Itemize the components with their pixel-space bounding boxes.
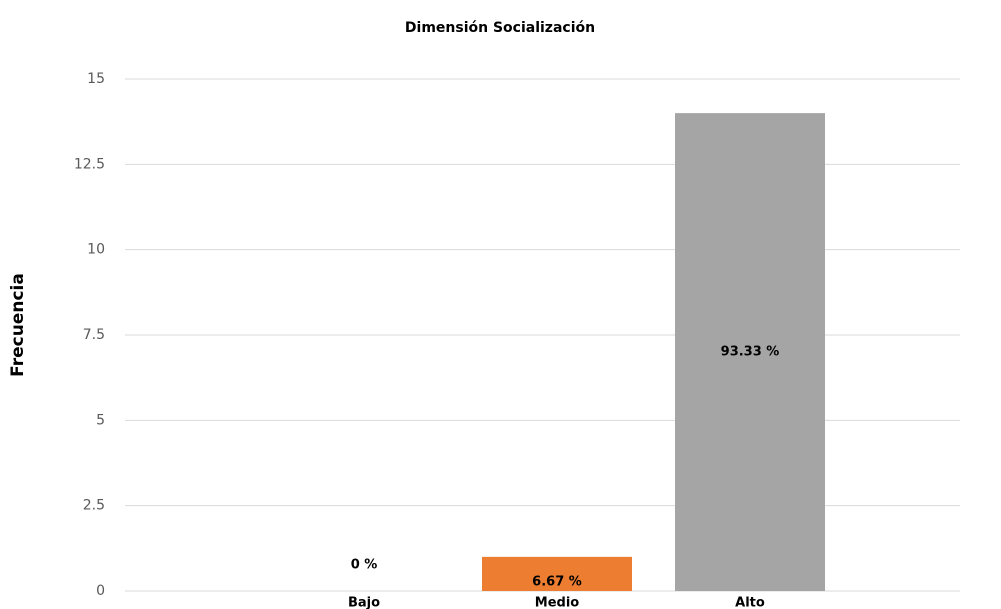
y-tick-label: 5: [96, 412, 105, 428]
y-tick-label: 15: [87, 71, 105, 87]
y-tick-label: 0: [96, 583, 105, 599]
x-tick-label: Alto: [735, 596, 765, 609]
y-tick-label: 10: [87, 242, 105, 258]
y-axis-title: Frecuencia: [8, 273, 28, 377]
x-tick-label: Bajo: [348, 596, 380, 609]
y-tick-label: 12.5: [74, 156, 105, 172]
bar: [675, 113, 825, 591]
y-tick-label: 2.5: [83, 498, 105, 514]
data-label: 93.33 %: [721, 345, 780, 360]
data-label: 0 %: [351, 558, 378, 573]
bar: [482, 556, 632, 591]
y-tick-label: 7.5: [83, 327, 105, 343]
chart-title: Dimensión Socialización: [405, 20, 595, 36]
data-label: 6.67 %: [532, 574, 582, 589]
x-tick-label: Medio: [535, 596, 580, 609]
